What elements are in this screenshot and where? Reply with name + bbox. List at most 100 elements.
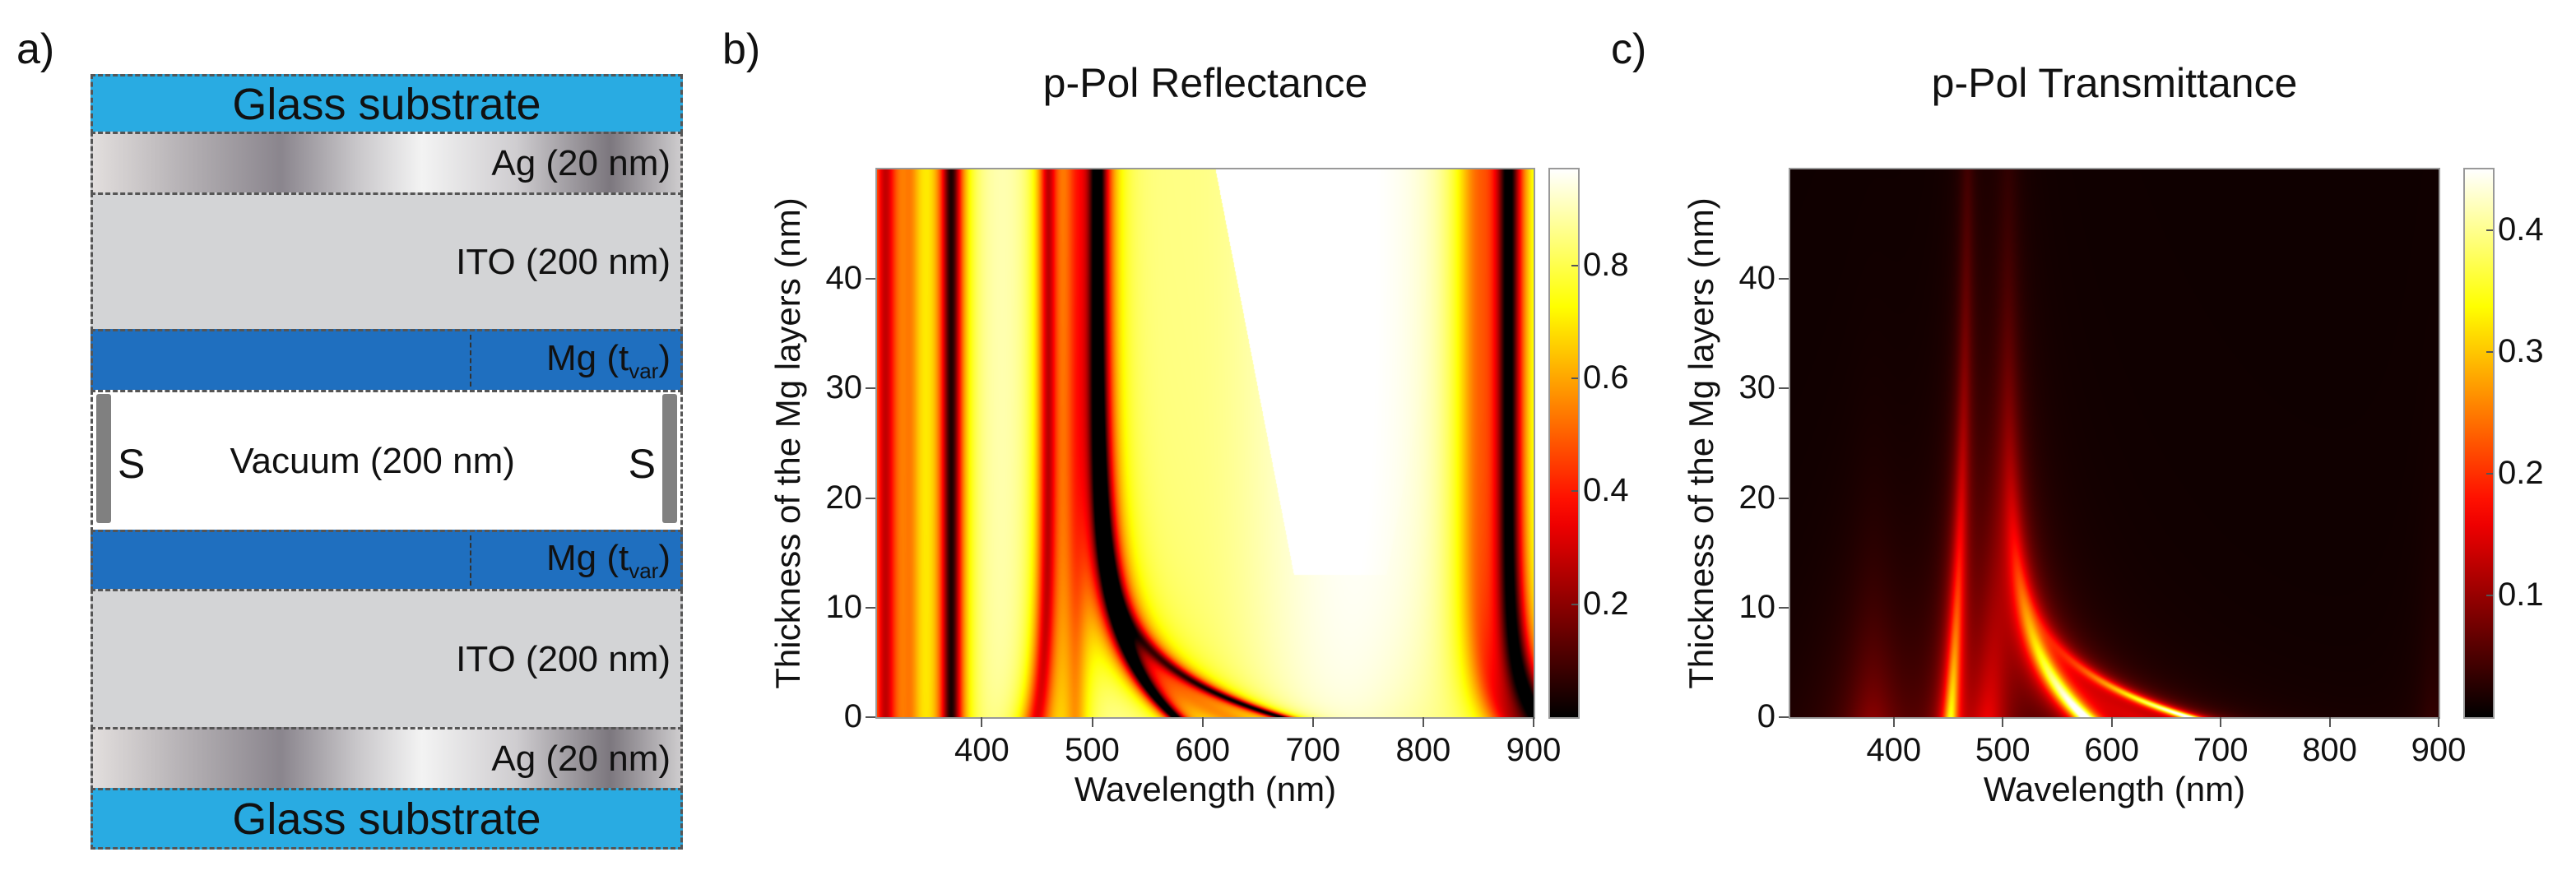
y-tick-label: 0	[1757, 698, 1775, 734]
x-tick-label: 700	[1285, 732, 1341, 768]
colorbar-tick-mark	[1571, 377, 1578, 380]
x-tick-mark	[1311, 717, 1314, 727]
mg-label-subscript: var	[629, 558, 659, 583]
y-axis-label: Thickness of the Mg layers (nm)	[768, 197, 807, 689]
colorbar	[2463, 168, 2495, 719]
x-tick-mark	[1422, 717, 1424, 727]
layer-vacuum: Vacuum (200 nm) S S	[91, 390, 683, 532]
colorbar-tick-label: 0.3	[2498, 333, 2544, 369]
layer-label: Mg (tvar)	[546, 538, 671, 584]
layer-label: ITO (200 nm)	[456, 241, 671, 282]
mg-label-end: )	[658, 337, 671, 378]
colorbar-tick-label: 0.2	[1583, 585, 1629, 622]
colorbar-tick-label: 0.1	[2498, 577, 2544, 613]
y-tick-label: 20	[1738, 479, 1776, 516]
layer-label: Glass substrate	[232, 79, 541, 129]
y-tick-mark	[866, 278, 875, 280]
y-tick-mark	[1779, 716, 1789, 718]
x-tick-label: 700	[2193, 732, 2249, 768]
thickness-arrow-icon	[470, 535, 471, 586]
colorbar-tick-mark	[2486, 473, 2493, 475]
panel-b-label: b)	[722, 25, 761, 73]
panel-c-label: c)	[1611, 25, 1647, 73]
mg-label-main: Mg (t	[545, 337, 629, 378]
y-tick-label: 0	[843, 698, 862, 734]
y-tick-mark	[866, 716, 875, 718]
layer-label: Glass substrate	[232, 794, 541, 844]
thickness-arrow-icon	[470, 335, 471, 387]
layer-label: Mg (tvar)	[546, 338, 671, 384]
colorbar-tick-label: 0.6	[1583, 359, 1629, 396]
chart-title: p-Pol Reflectance	[1042, 60, 1368, 106]
colorbar-tick-mark	[2486, 351, 2493, 353]
y-tick-label: 10	[1738, 588, 1776, 625]
x-axis-label: Wavelength (nm)	[1074, 770, 1337, 808]
heatmap-image	[1790, 169, 2439, 717]
y-tick-mark	[1779, 278, 1789, 280]
y-axis-label: Thickness of the Mg layers (nm)	[1682, 197, 1720, 689]
colorbar-tick-mark	[1571, 490, 1578, 493]
layer-label: Ag (20 nm)	[491, 738, 671, 779]
layer-ito: ITO (200 nm)	[91, 192, 683, 331]
heatmap-image	[877, 169, 1534, 717]
layer-mg: Mg (tvar)	[91, 329, 683, 392]
y-tick-mark	[866, 387, 875, 390]
x-tick-label: 900	[2411, 732, 2467, 768]
y-tick-mark	[1779, 606, 1789, 609]
x-tick-mark	[2220, 717, 2222, 727]
x-tick-label: 800	[1395, 732, 1451, 768]
y-tick-label: 30	[1738, 369, 1776, 406]
spacer-bar-left	[96, 394, 111, 523]
colorbar	[1548, 168, 1580, 719]
colorbar-tick-mark	[1571, 264, 1578, 266]
x-tick-label: 500	[1065, 732, 1120, 768]
x-tick-label: 400	[1866, 732, 1922, 768]
x-tick-mark	[2438, 717, 2439, 727]
x-tick-label: 500	[1975, 732, 2031, 768]
y-tick-label: 40	[825, 260, 863, 297]
layer-label: ITO (200 nm)	[456, 638, 671, 679]
colorbar-tick-label: 0.2	[2498, 455, 2544, 491]
mg-label-end: )	[658, 537, 671, 578]
layer-glass: Glass substrate	[91, 788, 683, 850]
heatmap-plot-area	[1789, 168, 2440, 719]
layer-label: Ag (20 nm)	[491, 142, 671, 183]
panel-a-label: a)	[16, 25, 55, 73]
y-tick-mark	[866, 497, 875, 499]
layer-glass: Glass substrate	[91, 74, 683, 134]
x-tick-mark	[1091, 717, 1093, 727]
mg-label-main: Mg (t	[545, 537, 629, 578]
colorbar-tick-label: 0.4	[2498, 211, 2544, 248]
x-tick-label: 400	[954, 732, 1010, 768]
x-tick-mark	[1533, 717, 1534, 727]
colorbar-tick-label: 0.4	[1583, 472, 1629, 509]
spacer-label-left: S	[118, 440, 146, 487]
x-tick-mark	[2328, 717, 2331, 727]
x-axis-label: Wavelength (nm)	[1983, 770, 2246, 808]
x-tick-label: 800	[2302, 732, 2357, 768]
colorbar-tick-mark	[1571, 603, 1578, 605]
y-tick-label: 20	[825, 479, 863, 516]
layer-ag: Ag (20 nm)	[91, 727, 683, 790]
x-tick-mark	[1201, 717, 1204, 727]
y-tick-mark	[1779, 497, 1789, 499]
y-tick-label: 10	[825, 588, 863, 625]
x-tick-mark	[1892, 717, 1895, 727]
y-tick-mark	[866, 606, 875, 609]
x-tick-label: 600	[1175, 732, 1231, 768]
x-tick-mark	[2110, 717, 2113, 727]
spacer-bar-right	[662, 394, 677, 523]
mg-label-subscript: var	[629, 358, 659, 383]
x-tick-mark	[981, 717, 983, 727]
spacer-label-right: S	[628, 440, 656, 487]
layer-ag: Ag (20 nm)	[91, 132, 683, 195]
chart-title: p-Pol Transmittance	[1931, 60, 2298, 106]
colorbar-tick-label: 0.8	[1583, 246, 1629, 283]
layer-stack-diagram: Glass substrate Ag (20 nm) ITO (200 nm) Mg …	[91, 74, 683, 850]
x-tick-mark	[2002, 717, 2004, 727]
heatmap-plot-area	[875, 168, 1535, 719]
layer-mg: Mg (tvar)	[91, 530, 683, 591]
colorbar-tick-mark	[2486, 229, 2493, 231]
y-tick-label: 40	[1738, 260, 1776, 297]
y-tick-label: 30	[825, 369, 863, 406]
